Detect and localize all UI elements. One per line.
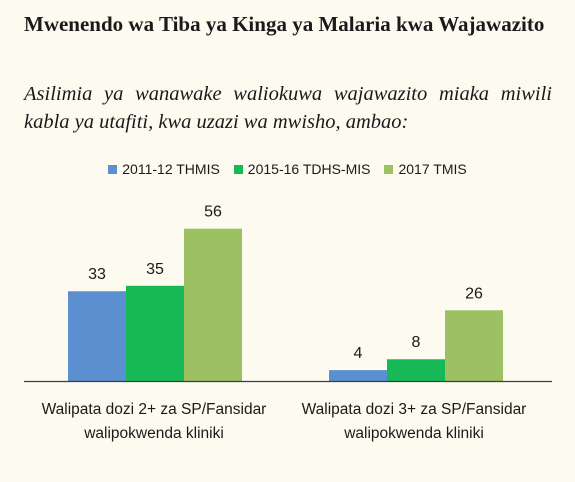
category-label-1: Walipata dozi 2+ za SP/Fansidar walipokw… <box>41 401 267 442</box>
chart-title: Mwenendo wa Tiba ya Kinga ya Malaria kwa… <box>24 12 545 36</box>
data-label-cat1-series1: 33 <box>88 266 106 283</box>
bar-cat2-series3 <box>445 310 503 381</box>
legend-swatch-2017 <box>384 164 394 174</box>
data-label-cat2-series1: 4 <box>354 345 363 362</box>
data-label-cat2-series3: 26 <box>465 285 483 302</box>
data-label-cat2-series2: 8 <box>412 334 421 351</box>
legend-swatch-2011-12 <box>108 164 118 174</box>
legend-label-2015-16: 2015-16 TDHS-MIS <box>247 161 371 177</box>
legend-item-2017: 2017 TMIS <box>384 161 467 177</box>
chart-subtitle: Asilimia ya wanawake waliokuwa wajawazit… <box>24 83 552 133</box>
bar-cat2-series2 <box>387 359 445 381</box>
category-label-2: Walipata dozi 3+ za SP/Fansidar walipokw… <box>301 401 527 442</box>
bar-cat1-series3 <box>184 228 242 381</box>
legend-item-2011-12: 2011-12 THMIS <box>108 161 220 177</box>
legend-item-2015-16: 2015-16 TDHS-MIS <box>233 161 371 177</box>
legend: 2011-12 THMIS 2015-16 TDHS-MIS 2017 TMIS <box>0 161 575 177</box>
data-label-cat1-series2: 35 <box>146 261 164 278</box>
bar-cat2-series1 <box>329 370 387 381</box>
bar-cat1-series2 <box>126 285 184 381</box>
bar-cat1-series1 <box>68 291 126 381</box>
legend-swatch-2015-16 <box>233 164 243 174</box>
data-label-cat1-series3: 56 <box>204 204 222 221</box>
legend-label-2011-12: 2011-12 THMIS <box>122 161 220 177</box>
legend-label-2017: 2017 TMIS <box>398 161 467 177</box>
